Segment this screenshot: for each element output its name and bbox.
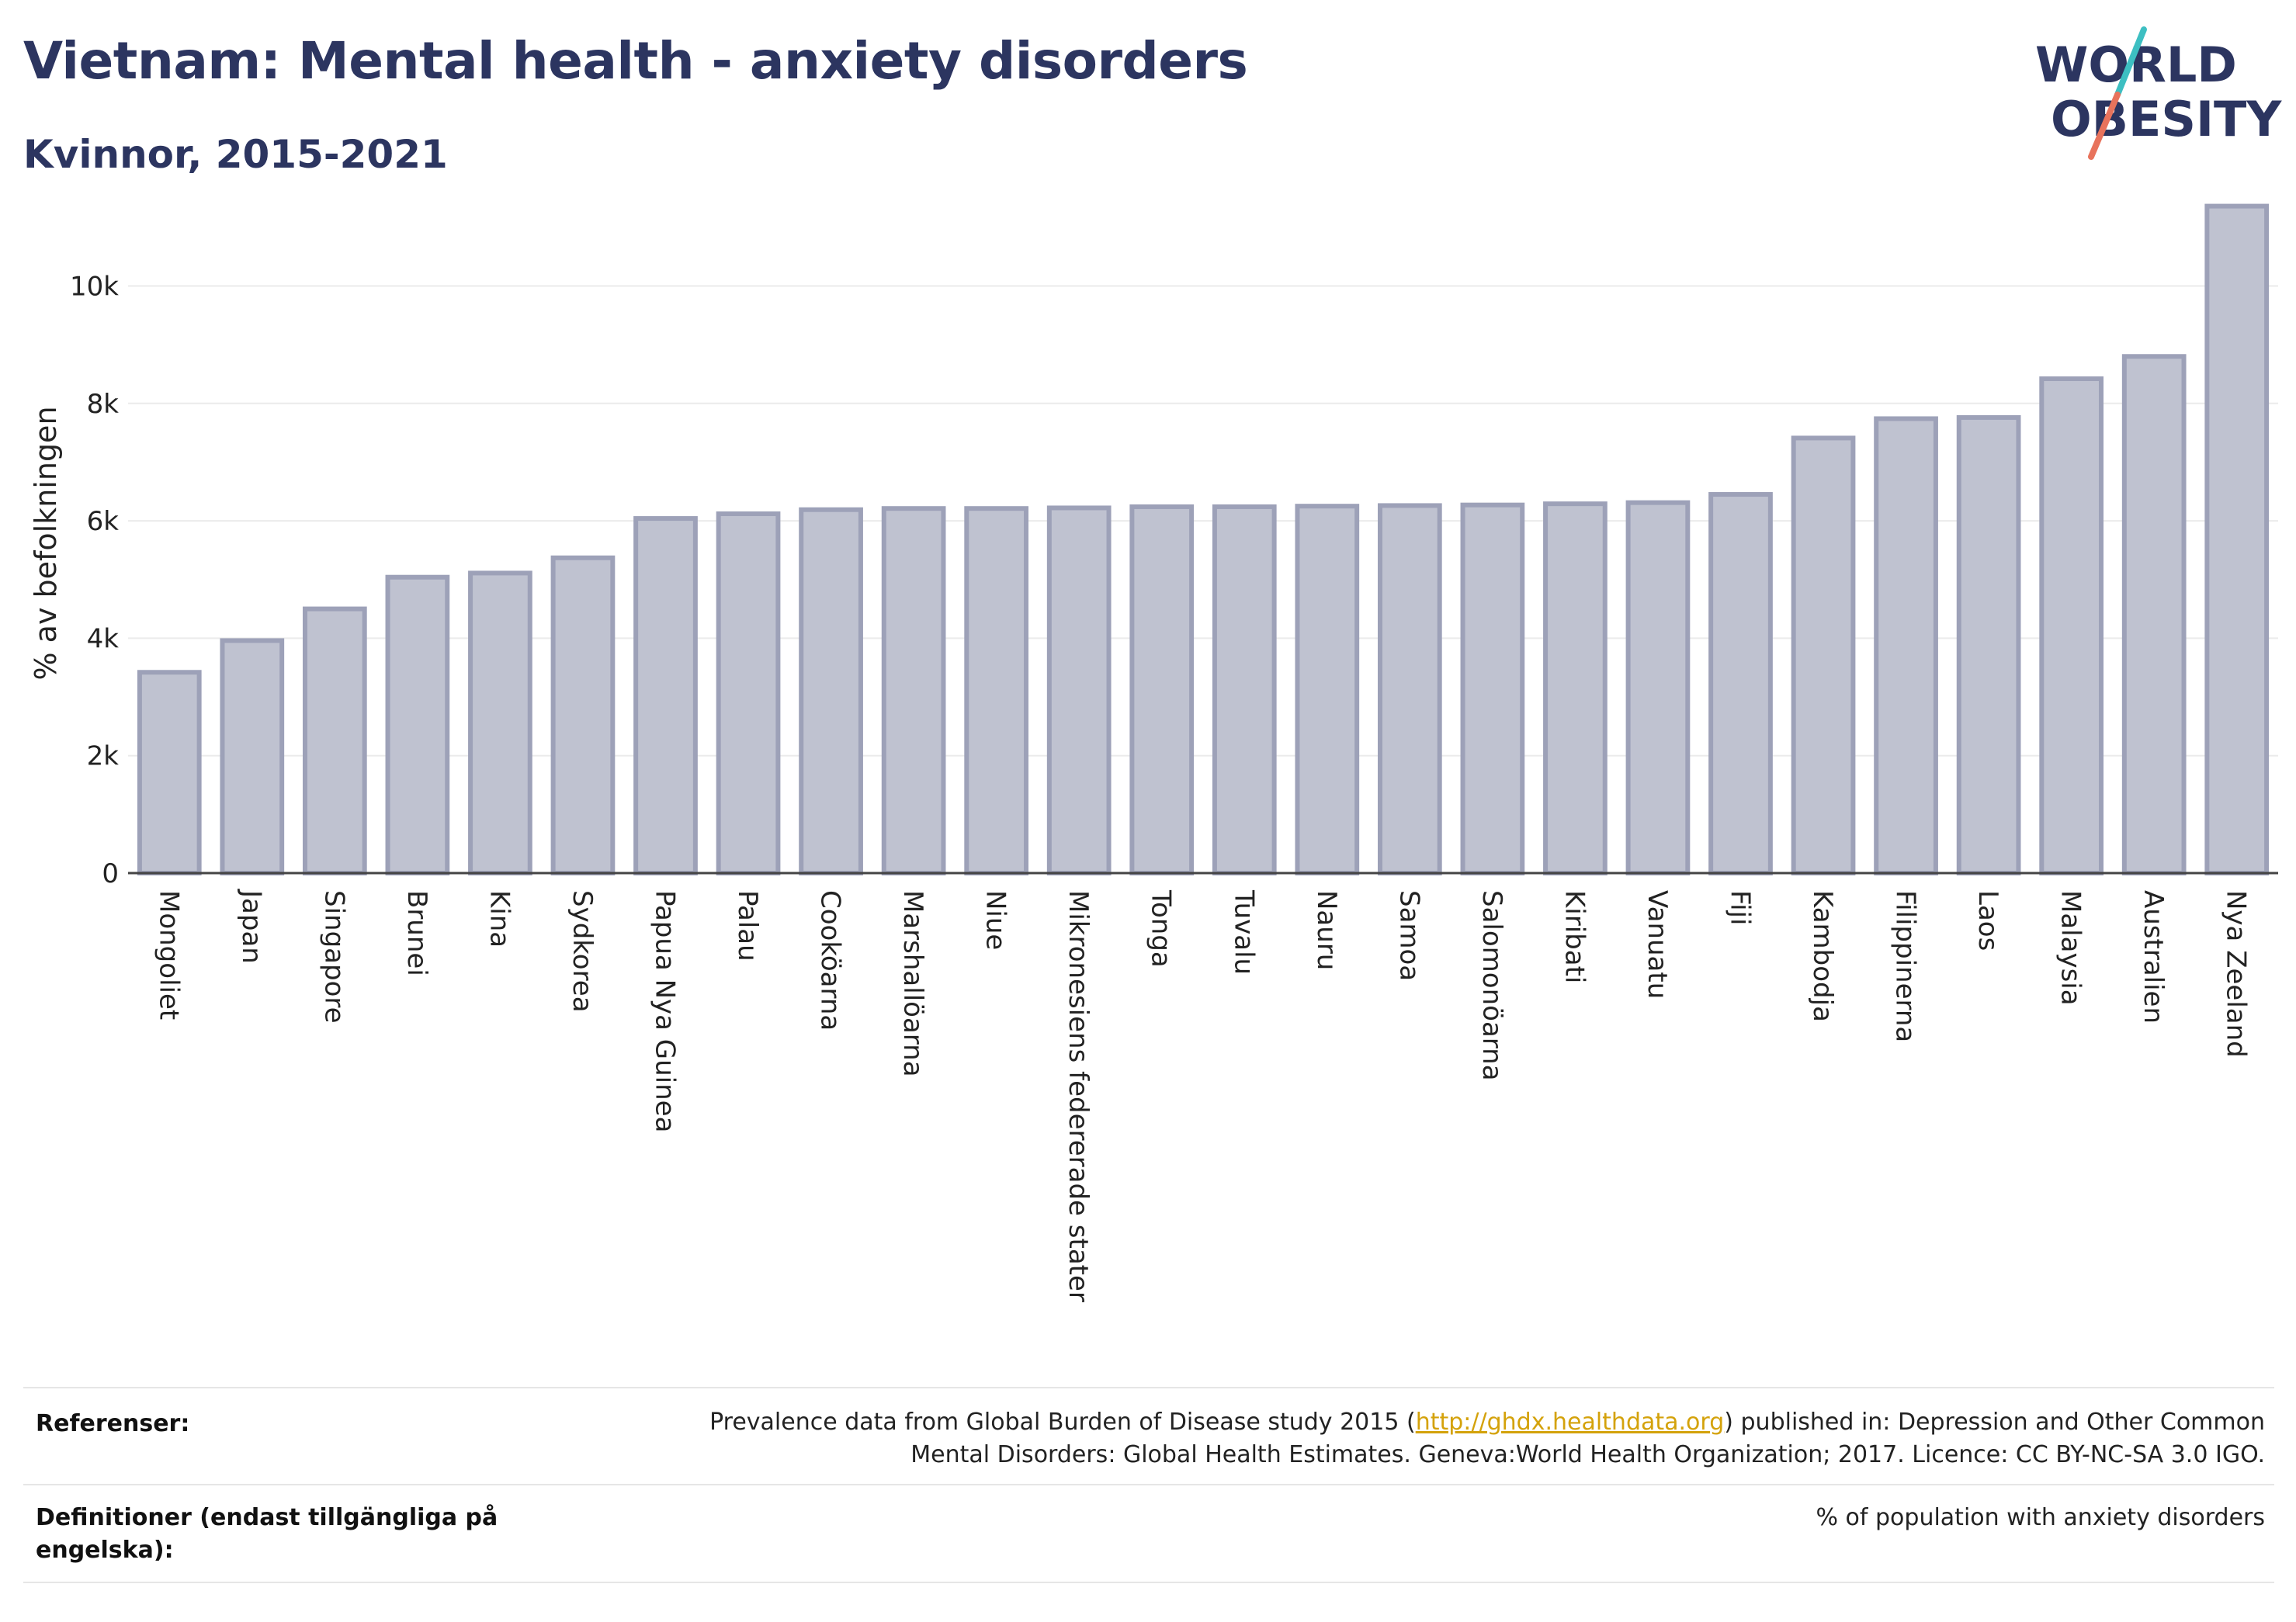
x-tick-label: Samoa (1393, 890, 1424, 981)
x-tick-label: Fiji (1725, 890, 1756, 925)
x-tick-label: Niue (980, 890, 1011, 950)
y-tick-labels: 0 2k 4k 6k 8k 10k (70, 271, 119, 889)
bar (1956, 414, 2021, 875)
x-tick-label: Kina (484, 890, 515, 948)
y-tick-label: 8k (87, 389, 120, 420)
x-tick-label: Kambodja (1807, 890, 1838, 1022)
y-axis-label: % av befolkningen (29, 406, 63, 680)
bar (1460, 502, 1525, 876)
bar (2039, 376, 2104, 876)
x-tick-label: Palau (732, 890, 763, 962)
bar (1212, 504, 1277, 875)
footer-divider-middle (23, 1484, 2274, 1485)
bar (881, 506, 946, 875)
x-tick-label: Mongoliet (153, 890, 184, 1020)
references-link[interactable]: http://ghdx.healthdata.org (1415, 1409, 1725, 1436)
bar (1295, 504, 1360, 875)
definitions-label: Definitioner (endast tillgängliga på eng… (36, 1504, 498, 1564)
footer-divider-top (23, 1387, 2274, 1388)
bar (1625, 500, 1691, 875)
x-tick-label: Cookö­arna (815, 890, 846, 1031)
bar (799, 507, 863, 876)
page-subtitle: Kvinnor, 2015-2021 (23, 132, 448, 177)
y-tick-label: 0 (102, 858, 119, 889)
x-tick-label: Kiribati (1559, 890, 1590, 983)
bar (302, 606, 367, 876)
references-text: Prevalence data from Global Burden of Di… (635, 1406, 2265, 1471)
x-tick-labels: Mongoliet Japan Singapore Brunei Kina Sydkore… (153, 889, 2251, 1302)
y-tick-label: 4k (87, 623, 120, 654)
bar (468, 570, 532, 876)
bar (220, 638, 285, 876)
bar (550, 555, 616, 875)
bar (1377, 503, 1442, 876)
page-title: Vietnam: Mental health - anxiety disorde… (23, 31, 1248, 91)
bar (2204, 203, 2270, 875)
bar (1874, 416, 1938, 875)
y-tick-label: 2k (87, 741, 120, 772)
bar (2121, 354, 2187, 875)
logo-slash-teal (2114, 26, 2147, 98)
bar (1708, 492, 1773, 875)
y-tick-label: 6k (87, 506, 120, 537)
x-tick-label: Salomonöarna (1476, 890, 1507, 1081)
references-text-after: ) published in: Depression and Other Com… (910, 1409, 2265, 1468)
bar (1543, 501, 1608, 875)
x-tick-label: Vanuatu (1642, 890, 1673, 999)
logo-line-obesity: OBESITY (2051, 91, 2282, 147)
bar (716, 511, 781, 875)
references-text-before: Prevalence data from Global Burden of Di… (709, 1409, 1416, 1436)
x-tick-label: Nauru (1311, 890, 1342, 970)
x-tick-label: Tuvalu (1228, 889, 1259, 975)
x-tick-label: Mikronesiens federerade stater (1063, 890, 1094, 1302)
x-tick-label: Papua Nya Guinea (650, 890, 681, 1132)
logo-slash-coral (2088, 92, 2121, 160)
grid-lines (128, 285, 2278, 757)
bar (1046, 505, 1112, 875)
bar (385, 574, 450, 876)
x-tick-label: Brunei (401, 890, 432, 976)
x-tick-label: Singapore (318, 890, 349, 1024)
bar (1791, 435, 1856, 875)
definitions-text: % of population with anxiety disorders (1816, 1504, 2265, 1531)
references-label: Referenser: (36, 1410, 190, 1437)
bar (964, 506, 1029, 875)
x-tick-label: Sydkorea (567, 890, 598, 1013)
x-tick-label: Marshallöarna (897, 890, 928, 1077)
footer-divider-bottom (23, 1582, 2274, 1583)
world-obesity-logo: WORLD OBESITY (2035, 26, 2282, 160)
x-tick-label: Malaysia (2055, 890, 2086, 1006)
bar (633, 516, 698, 875)
bar-chart: 0 2k 4k 6k 8k 10k Mongoliet Japan Singapore Brun… (29, 203, 2278, 1302)
x-tick-label: Laos (1972, 890, 2003, 951)
bar (1129, 504, 1195, 875)
bar (137, 670, 202, 876)
x-tick-label: Tonga (1146, 889, 1177, 968)
y-tick-label: 10k (70, 271, 119, 302)
x-tick-label: Japan (236, 889, 267, 964)
bars (137, 203, 2270, 876)
x-tick-label: Nya Zeeland (2221, 890, 2252, 1058)
x-tick-label: Filippinerna (1890, 890, 1921, 1042)
x-tick-label: Australien (2138, 890, 2169, 1024)
